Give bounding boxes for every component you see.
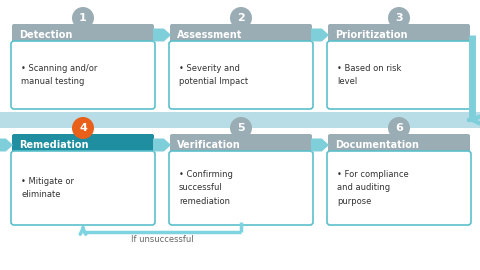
FancyBboxPatch shape xyxy=(170,134,312,156)
FancyBboxPatch shape xyxy=(328,24,470,46)
FancyBboxPatch shape xyxy=(11,151,155,225)
Polygon shape xyxy=(0,139,13,151)
Polygon shape xyxy=(153,29,171,42)
FancyBboxPatch shape xyxy=(169,151,313,225)
FancyBboxPatch shape xyxy=(169,41,313,109)
Text: Prioritization: Prioritization xyxy=(335,30,408,40)
Text: • Mitigate or
eliminate: • Mitigate or eliminate xyxy=(21,177,74,199)
Text: 4: 4 xyxy=(79,123,87,133)
Text: 6: 6 xyxy=(395,123,403,133)
Text: Assessment: Assessment xyxy=(177,30,242,40)
Circle shape xyxy=(388,117,410,139)
Text: 3: 3 xyxy=(395,13,403,23)
Text: • Scanning and/or
manual testing: • Scanning and/or manual testing xyxy=(21,64,97,86)
Circle shape xyxy=(72,7,94,29)
FancyBboxPatch shape xyxy=(170,24,312,46)
Text: • For compliance
and auditing
purpose: • For compliance and auditing purpose xyxy=(337,170,409,206)
Text: If unsuccessful: If unsuccessful xyxy=(131,235,193,244)
Text: • Severity and
potential Impact: • Severity and potential Impact xyxy=(179,64,248,86)
FancyBboxPatch shape xyxy=(11,41,155,109)
FancyBboxPatch shape xyxy=(12,134,154,156)
Text: Detection: Detection xyxy=(19,30,72,40)
Text: 2: 2 xyxy=(237,13,245,23)
Bar xyxy=(0,112,480,128)
Circle shape xyxy=(230,7,252,29)
Text: Documentation: Documentation xyxy=(335,140,419,150)
Circle shape xyxy=(388,7,410,29)
Text: 5: 5 xyxy=(237,123,245,133)
FancyBboxPatch shape xyxy=(12,24,154,46)
Text: Verification: Verification xyxy=(177,140,241,150)
Circle shape xyxy=(230,117,252,139)
Text: • Confirming
successful
remediation: • Confirming successful remediation xyxy=(179,170,233,206)
FancyBboxPatch shape xyxy=(328,134,470,156)
Text: • Based on risk
level: • Based on risk level xyxy=(337,64,401,86)
Text: 1: 1 xyxy=(79,13,87,23)
FancyBboxPatch shape xyxy=(327,151,471,225)
Polygon shape xyxy=(311,139,329,151)
Polygon shape xyxy=(311,29,329,42)
Polygon shape xyxy=(153,139,171,151)
Circle shape xyxy=(72,117,94,139)
FancyBboxPatch shape xyxy=(327,41,471,109)
Text: Remediation: Remediation xyxy=(19,140,88,150)
